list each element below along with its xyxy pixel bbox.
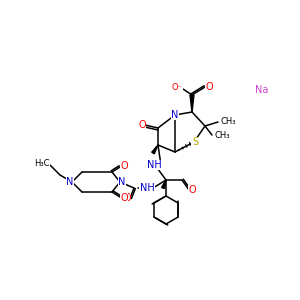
Text: O: O (188, 185, 196, 195)
Text: O: O (120, 193, 128, 203)
Text: NH: NH (140, 183, 154, 193)
Text: O⁻: O⁻ (172, 82, 182, 91)
Text: CH₃: CH₃ (214, 130, 230, 140)
Polygon shape (152, 145, 158, 154)
Text: NH: NH (147, 160, 161, 170)
Polygon shape (162, 180, 166, 188)
Text: N: N (118, 177, 126, 187)
Text: Na: Na (255, 85, 269, 95)
Text: O: O (205, 82, 213, 92)
Text: S: S (192, 137, 198, 147)
Text: O: O (138, 120, 146, 130)
Text: N: N (66, 177, 74, 187)
Text: H₃C: H₃C (34, 158, 50, 167)
Text: N: N (171, 110, 179, 120)
Text: O: O (120, 161, 128, 171)
Text: O: O (123, 193, 131, 203)
Polygon shape (190, 95, 194, 112)
Text: CH₃: CH₃ (220, 118, 236, 127)
